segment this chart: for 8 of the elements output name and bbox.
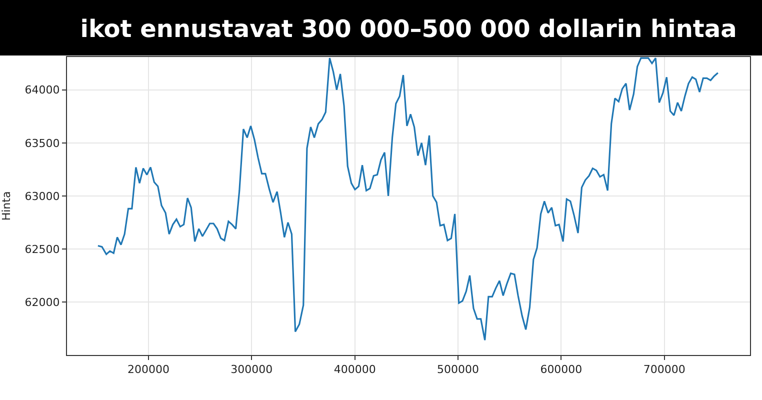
x-tick-label: 700000: [643, 363, 686, 376]
y-tick-label: 62500: [24, 242, 60, 256]
x-tick-label: 300000: [230, 363, 273, 376]
x-tick-label: 600000: [540, 363, 582, 376]
x-tick-label: 200000: [128, 363, 170, 376]
y-tick-label: 62000: [24, 296, 60, 309]
x-tick-label: 400000: [334, 363, 376, 376]
x-tick-label: 500000: [437, 363, 480, 376]
